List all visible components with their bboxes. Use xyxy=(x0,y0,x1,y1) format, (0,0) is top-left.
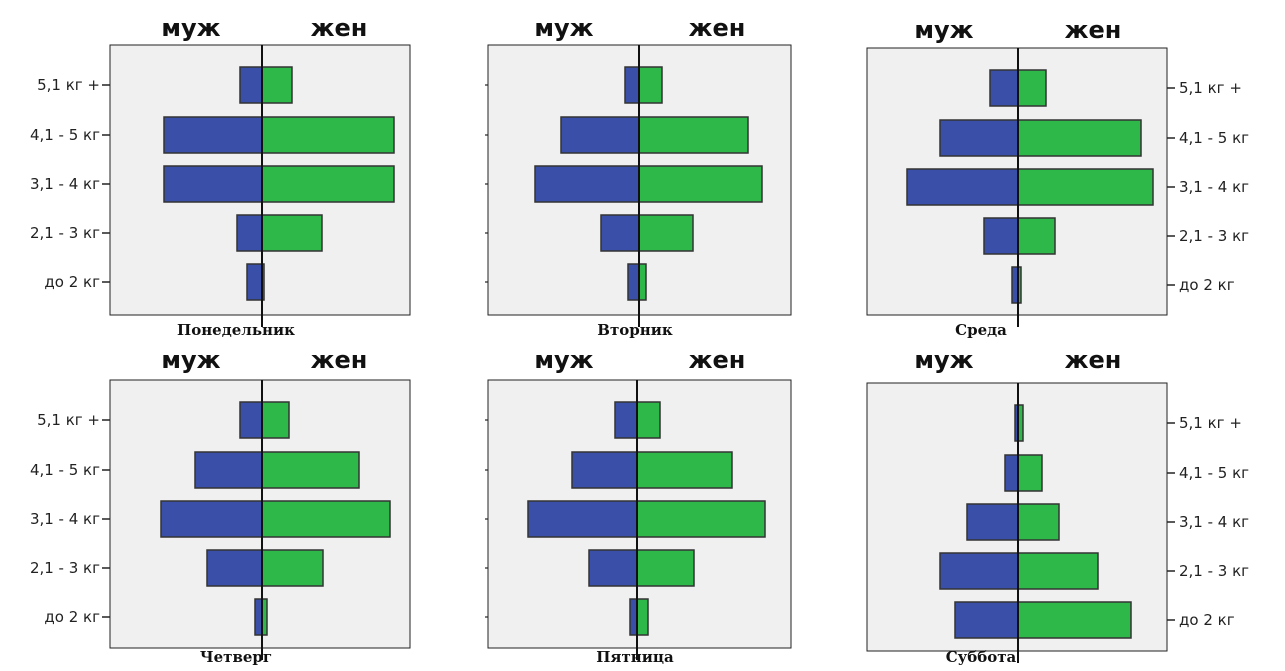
bar-male xyxy=(254,598,263,636)
bar-female xyxy=(261,401,290,439)
category-label: 4,1 - 5 кг xyxy=(30,461,100,479)
bar-male xyxy=(160,500,263,538)
category-label: 5,1 кг + xyxy=(37,411,100,429)
bar-male xyxy=(163,116,263,154)
day-label: Суббота xyxy=(946,648,1017,666)
chart-panel-4: муж жен 5,1 кг + 4,1 - 5 кг 3,1 - 4 кг 2,1 - … xyxy=(30,346,411,666)
bar-female xyxy=(261,214,323,252)
bar-female xyxy=(1017,454,1043,492)
chart-panel-5: муж жен Пятница xyxy=(485,346,792,666)
bar-female xyxy=(636,451,733,489)
bar-female xyxy=(1017,119,1142,157)
bar-female xyxy=(1017,168,1154,206)
bar-female xyxy=(636,549,695,587)
bar-male xyxy=(983,217,1019,255)
series-header-male: муж xyxy=(534,14,593,42)
series-header-male: муж xyxy=(914,346,973,374)
bar-male xyxy=(906,168,1019,206)
chart-panel-6: муж жен 5,1 кг + 4,1 - 5 кг 3,1 - 4 кг 2,1 - … xyxy=(866,346,1249,666)
bar-female xyxy=(1017,552,1099,590)
bar-female xyxy=(261,451,360,489)
category-label: 5,1 кг + xyxy=(37,76,100,94)
bar-female xyxy=(636,500,766,538)
bar-female xyxy=(638,116,749,154)
series-header-female: жен xyxy=(689,14,746,42)
category-label: 2,1 - 3 кг xyxy=(30,559,100,577)
series-header-female: жен xyxy=(311,14,368,42)
bar-male xyxy=(966,503,1019,541)
bar-female xyxy=(1017,217,1056,255)
bar-female xyxy=(1017,601,1132,639)
bar-male xyxy=(239,66,263,104)
series-header-female: жен xyxy=(689,346,746,374)
series-header-male: муж xyxy=(914,16,973,44)
bar-male xyxy=(939,119,1019,157)
day-label: Понедельник xyxy=(177,321,295,339)
bar-male xyxy=(239,401,263,439)
bar-male xyxy=(1004,454,1019,492)
bar-male xyxy=(627,263,640,301)
bar-female xyxy=(1017,69,1047,107)
bar-female xyxy=(261,165,395,203)
bar-male xyxy=(600,214,640,252)
day-label: Пятница xyxy=(596,648,674,666)
bar-female xyxy=(261,66,293,104)
bar-male xyxy=(560,116,640,154)
bar-female xyxy=(638,263,647,301)
bar-male xyxy=(163,165,263,203)
chart-panel-2: муж жен Вторник xyxy=(485,14,792,339)
bar-male xyxy=(614,401,638,439)
bar-male xyxy=(939,552,1019,590)
bar-male xyxy=(588,549,638,587)
bar-male xyxy=(206,549,263,587)
series-header-male: муж xyxy=(161,14,220,42)
category-label: 2,1 - 3 кг xyxy=(30,224,100,242)
series-header-female: жен xyxy=(311,346,368,374)
category-label: 3,1 - 4 кг xyxy=(30,175,100,193)
bar-female xyxy=(261,500,391,538)
category-label: 5,1 кг + xyxy=(1179,414,1242,432)
bar-female xyxy=(638,214,694,252)
bar-male xyxy=(236,214,263,252)
category-label: 3,1 - 4 кг xyxy=(1179,178,1249,196)
chart-panel-3: муж жен 5,1 кг + 4,1 - 5 кг 3,1 - 4 кг 2,1 - … xyxy=(866,16,1249,339)
day-label: Среда xyxy=(955,321,1007,339)
bar-female xyxy=(1017,503,1060,541)
series-header-male: муж xyxy=(161,346,220,374)
day-label: Четверг xyxy=(200,648,272,666)
category-label: до 2 кг xyxy=(1179,611,1235,629)
bar-male xyxy=(534,165,640,203)
bar-male xyxy=(527,500,638,538)
category-label: до 2 кг xyxy=(44,273,100,291)
category-label: 4,1 - 5 кг xyxy=(1179,129,1249,147)
category-label: 4,1 - 5 кг xyxy=(1179,464,1249,482)
bar-female xyxy=(638,165,763,203)
category-label: до 2 кг xyxy=(1179,276,1235,294)
bar-male xyxy=(246,263,263,301)
bar-female xyxy=(638,66,663,104)
bar-male xyxy=(954,601,1019,639)
bar-male xyxy=(194,451,263,489)
category-label: 2,1 - 3 кг xyxy=(1179,227,1249,245)
category-label: до 2 кг xyxy=(44,608,100,626)
bar-male xyxy=(571,451,638,489)
bar-female xyxy=(636,401,661,439)
day-label: Вторник xyxy=(597,321,673,339)
series-header-male: муж xyxy=(534,346,593,374)
category-label: 3,1 - 4 кг xyxy=(1179,513,1249,531)
category-label: 4,1 - 5 кг xyxy=(30,126,100,144)
bar-female xyxy=(261,549,324,587)
bar-male xyxy=(989,69,1019,107)
series-header-female: жен xyxy=(1065,16,1122,44)
bar-male xyxy=(624,66,640,104)
category-label: 3,1 - 4 кг xyxy=(30,510,100,528)
bar-male xyxy=(629,598,638,636)
category-label: 5,1 кг + xyxy=(1179,79,1242,97)
series-header-female: жен xyxy=(1065,346,1122,374)
category-label: 2,1 - 3 кг xyxy=(1179,562,1249,580)
bar-female xyxy=(636,598,649,636)
chart-panel-1: муж жен 5,1 кг + 4,1 - 5 кг 3,1 - 4 кг 2,1 - … xyxy=(30,14,411,339)
bar-female xyxy=(261,116,395,154)
